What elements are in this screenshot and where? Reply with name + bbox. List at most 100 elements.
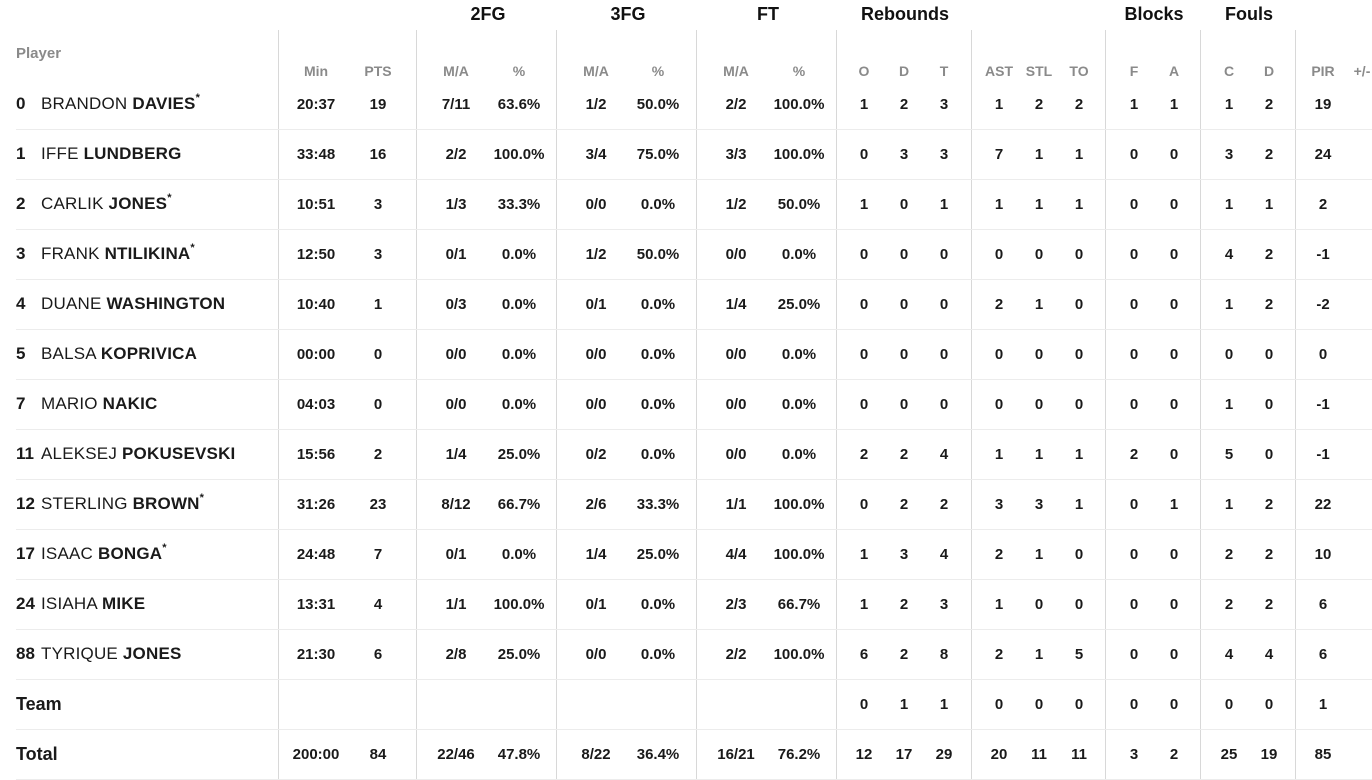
player-name[interactable]: CARLIK JONES* [41, 192, 172, 214]
stat-cell: 100.0% [773, 96, 825, 113]
player-name[interactable]: STERLING BROWN* [41, 492, 204, 514]
column-header: TO [1069, 63, 1089, 79]
stat-cell: 75.0% [636, 146, 680, 163]
column-header: M/A [583, 63, 609, 79]
stat-cell: 5 [1224, 446, 1234, 463]
stat-cell: 1 [859, 546, 869, 563]
stat-cell: 1 [1074, 196, 1084, 213]
player-last-name: LUNDBERG [83, 144, 182, 163]
stat-cell: 0 [1129, 396, 1139, 413]
stat-cell: 24:48 [296, 546, 336, 563]
player-first-name: MARIO [41, 394, 98, 413]
stat-cell: 0 [1264, 346, 1274, 363]
stat-cell: 8/22 [581, 746, 611, 763]
column-header: PTS [364, 63, 392, 79]
stat-cell: 100.0% [493, 596, 545, 613]
player-name[interactable]: MARIO NAKIC [41, 394, 158, 414]
stat-cell: 0 [1318, 346, 1328, 363]
stat-cell: 0.0% [781, 246, 817, 263]
stat-cell: 1 [1224, 296, 1234, 313]
column-header: D [1263, 63, 1275, 79]
stat-cell: 2 [1264, 496, 1274, 513]
player-name[interactable]: ISIAHA MIKE [41, 594, 145, 614]
stat-cell: 1 [1264, 196, 1274, 213]
player-name[interactable]: FRANK NTILIKINA* [41, 242, 195, 264]
player-name[interactable]: TYRIQUE JONES [41, 644, 182, 664]
stat-cell: 0.0% [640, 446, 676, 463]
group-header-3fg: 3FG [610, 4, 646, 24]
stat-cell: 1 [859, 196, 869, 213]
row-divider [16, 479, 1372, 480]
column-header: AST [985, 63, 1013, 79]
player-number: 5 [16, 344, 26, 363]
stat-cell: 0 [1169, 646, 1179, 663]
stat-cell: 1/1 [725, 496, 747, 513]
stat-cell: 0.0% [640, 196, 676, 213]
stat-cell: 0 [994, 246, 1004, 263]
stat-cell: 0 [1169, 146, 1179, 163]
stat-cell: 7 [373, 546, 383, 563]
stat-cell: 0 [859, 246, 869, 263]
player-row: 17 ISAAC BONGA* 24:48 7 0/1 0.0% 1/4 25.0% 4/4 10… [0, 530, 1372, 580]
stat-cell: 0/0 [585, 346, 607, 363]
stat-cell: 3 [899, 146, 909, 163]
stat-cell: 1 [1169, 96, 1179, 113]
stat-cell: 0 [899, 296, 909, 313]
stat-cell: 0/0 [725, 246, 747, 263]
stat-cell: 0/1 [585, 296, 607, 313]
stat-cell: 0.0% [781, 396, 817, 413]
column-header: % [512, 63, 526, 79]
row-divider [16, 429, 1372, 430]
player-name[interactable]: BALSA KOPRIVICA [41, 344, 197, 364]
stat-cell: 0 [1129, 196, 1139, 213]
player-name[interactable]: ISAAC BONGA* [41, 542, 167, 564]
player-last-name: JONES [108, 194, 168, 213]
starter-asterisk: * [195, 92, 201, 104]
stat-cell: 2 [939, 496, 949, 513]
stat-cell: 1 [899, 696, 909, 713]
stat-cell: 100.0% [773, 146, 825, 163]
player-first-name: ALEKSEJ [41, 444, 118, 463]
player-name[interactable]: BRANDON DAVIES* [41, 92, 201, 114]
starter-asterisk: * [162, 542, 167, 554]
column-divider [1105, 30, 1106, 780]
player-name[interactable]: IFFE LUNDBERG [41, 144, 182, 164]
player-name[interactable]: ALEKSEJ POKUSEVSKI [41, 444, 235, 464]
stat-cell: 04:03 [296, 396, 336, 413]
stat-cell: 0.0% [501, 396, 537, 413]
stat-cell: 0.0% [640, 346, 676, 363]
stat-cell: 1 [1034, 446, 1044, 463]
stat-cell: 3 [1224, 146, 1234, 163]
stat-cell: 0/1 [585, 596, 607, 613]
stat-cell: 0/0 [445, 346, 467, 363]
stat-cell: 1 [994, 446, 1004, 463]
stat-cell: 0/2 [585, 446, 607, 463]
player-row: 1 IFFE LUNDBERG 33:48 16 2/2 100.0% 3/4 75.0% 3/… [0, 130, 1372, 180]
group-header-fouls: Fouls [1225, 4, 1273, 24]
starter-asterisk: * [190, 242, 195, 254]
stat-cell: 0.0% [640, 396, 676, 413]
row-divider [16, 729, 1372, 730]
stat-cell: 0 [1034, 596, 1044, 613]
row-divider [16, 629, 1372, 630]
player-last-name: MIKE [101, 594, 146, 613]
stat-cell: 0 [899, 396, 909, 413]
stat-cell: 1 [1224, 396, 1234, 413]
stat-cell: 12:50 [296, 246, 336, 263]
player-last-name: NTILIKINA [104, 244, 191, 263]
stat-cell: 100.0% [773, 646, 825, 663]
player-name[interactable]: DUANE WASHINGTON [41, 294, 225, 314]
stat-cell: 33.3% [497, 196, 541, 213]
stat-cell: 0 [1074, 296, 1084, 313]
row-divider [16, 529, 1372, 530]
player-row: 7 MARIO NAKIC 04:03 0 0/0 0.0% 0/0 0.0% 0/0 0.0% 0… [0, 380, 1372, 430]
stat-cell: 2 [1264, 596, 1274, 613]
stat-cell: 2 [899, 446, 909, 463]
column-header: M/A [443, 63, 469, 79]
stat-cell: 0 [373, 396, 383, 413]
stat-cell: 1 [1318, 696, 1328, 713]
stat-cell: 1 [994, 196, 1004, 213]
player-first-name: BALSA [41, 344, 96, 363]
stat-cell: 0 [1224, 696, 1234, 713]
stat-cell: 66.7% [497, 496, 541, 513]
